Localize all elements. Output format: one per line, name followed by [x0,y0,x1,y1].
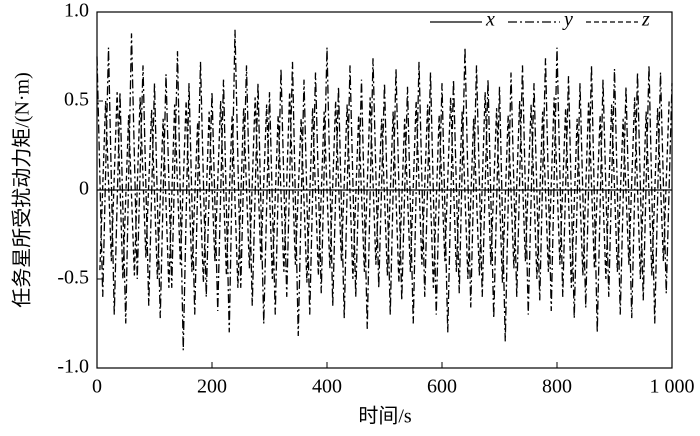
x-tick-label: 400 [312,376,342,398]
plot-frame [96,11,673,369]
legend-label: y [562,9,573,31]
line-series [96,29,673,351]
x-tick-label: 600 [427,376,457,398]
y-tick-label: -0.5 [57,267,89,289]
line-series [99,92,670,288]
y-tick-label: 1.0 [64,0,89,22]
x-tick-label: 800 [542,376,572,398]
x-tick-label: 200 [197,376,227,398]
x-axis-label: 时间/s [358,405,412,428]
y-tick-label: -1.0 [57,356,89,378]
y-tick-label: 0 [79,178,89,200]
legend-label: x [485,9,495,31]
y-tick-label: 0.5 [64,89,89,111]
y-axis-label: 任务星所受扰动力矩/(N·m) [11,72,34,308]
legend-label: z [641,9,650,31]
x-tick-label: 1 000 [650,376,695,398]
x-tick-label: 0 [92,376,102,398]
